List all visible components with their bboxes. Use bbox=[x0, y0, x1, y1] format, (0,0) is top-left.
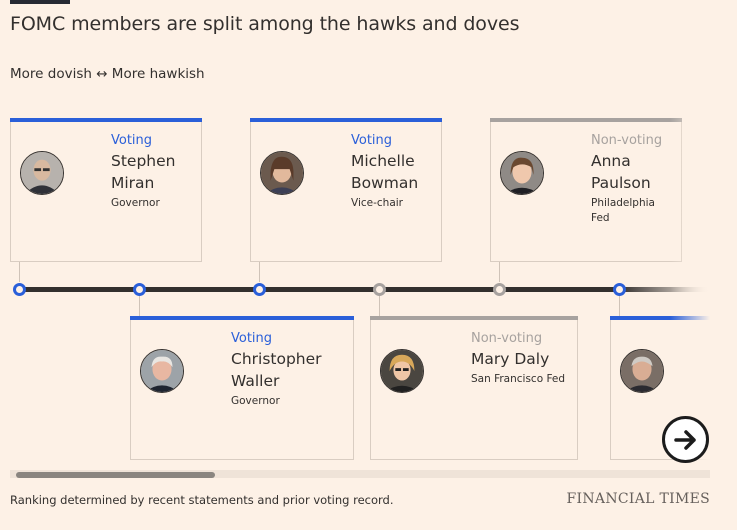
card-connector bbox=[619, 296, 620, 316]
member-role: Governor bbox=[111, 197, 160, 209]
card-connector bbox=[499, 262, 500, 282]
member-card-5[interactable]: Non-voting Anna Paulson Philadelphia Fed bbox=[490, 118, 682, 262]
card-connector bbox=[259, 262, 260, 282]
timeline-dot-6 bbox=[613, 283, 626, 296]
timeline-dot-4 bbox=[373, 283, 386, 296]
arrow-right-icon bbox=[673, 429, 696, 450]
card-accent-bar bbox=[370, 316, 578, 320]
timeline-dot-3 bbox=[253, 283, 266, 296]
card-connector bbox=[139, 296, 140, 316]
timeline-axis-fade bbox=[619, 287, 710, 292]
member-status: Voting bbox=[231, 331, 273, 346]
member-card-1[interactable]: Voting Stephen Miran Governor bbox=[10, 118, 202, 262]
top-rule bbox=[10, 0, 70, 4]
avatar bbox=[20, 151, 64, 195]
card-accent-bar bbox=[130, 316, 354, 320]
member-status: Voting bbox=[351, 133, 393, 148]
avatar bbox=[500, 151, 544, 195]
member-name: Christopher Waller bbox=[231, 350, 322, 390]
axis-label: More dovish ↔ More hawkish bbox=[10, 66, 205, 82]
timeline-dot-2 bbox=[133, 283, 146, 296]
avatar bbox=[620, 349, 664, 393]
footnote: Ranking determined by recent statements … bbox=[10, 493, 394, 507]
member-role: Philadelphia Fed bbox=[591, 197, 655, 224]
member-card-2[interactable]: Voting Christopher Waller Governor bbox=[130, 316, 354, 460]
scroll-fade bbox=[670, 100, 710, 470]
card-accent-bar bbox=[250, 118, 442, 122]
member-status: Non-voting bbox=[471, 331, 543, 346]
avatar bbox=[380, 349, 424, 393]
member-role: Governor bbox=[231, 395, 280, 407]
next-button[interactable] bbox=[662, 416, 709, 463]
brand-logo: FINANCIAL TIMES bbox=[566, 491, 710, 507]
member-role: San Francisco Fed bbox=[471, 373, 566, 385]
timeline-dot-1 bbox=[13, 283, 26, 296]
member-name: Anna Paulson bbox=[591, 152, 651, 192]
member-status: Non-voting bbox=[591, 133, 663, 148]
member-card-3[interactable]: Voting Michelle Bowman Vice-chair bbox=[250, 118, 442, 262]
card-connector bbox=[19, 262, 20, 282]
card-accent-bar bbox=[490, 118, 682, 122]
member-name: Mary Daly bbox=[471, 350, 550, 368]
scrollbar-track[interactable] bbox=[10, 470, 710, 478]
member-card-4[interactable]: Non-voting Mary Daly San Francisco Fed bbox=[370, 316, 578, 460]
member-name: Michelle Bowman bbox=[351, 152, 419, 192]
card-accent-bar bbox=[10, 118, 202, 122]
avatar bbox=[140, 349, 184, 393]
member-role: Vice-chair bbox=[351, 197, 403, 209]
member-name: Stephen Miran bbox=[111, 152, 176, 192]
chart-title: FOMC members are split among the hawks a… bbox=[10, 13, 520, 35]
scrollbar-thumb[interactable] bbox=[16, 472, 215, 478]
timeline-dot-5 bbox=[493, 283, 506, 296]
avatar bbox=[260, 151, 304, 195]
card-connector bbox=[379, 296, 380, 316]
card-accent-bar bbox=[610, 316, 710, 320]
timeline-axis bbox=[19, 287, 619, 292]
timeline-scroller[interactable]: Voting Stephen Miran Governor Voting Mich… bbox=[0, 100, 710, 470]
member-status: Voting bbox=[111, 133, 153, 148]
